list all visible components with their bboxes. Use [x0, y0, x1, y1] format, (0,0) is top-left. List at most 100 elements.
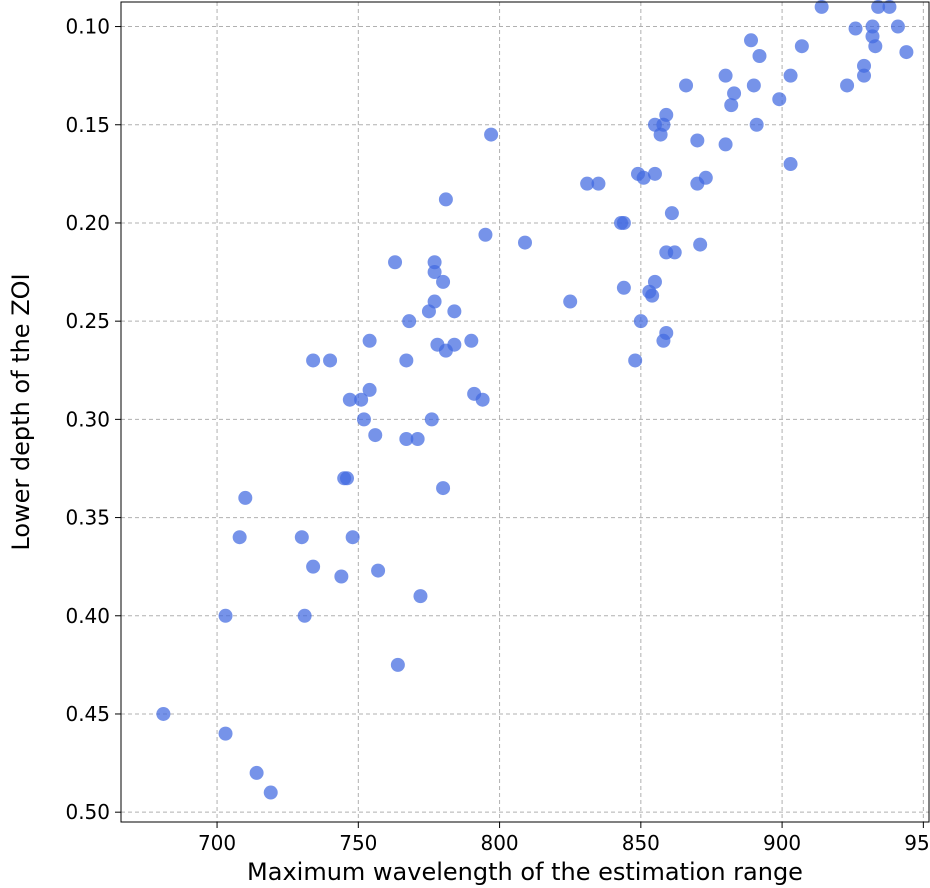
- data-point: [436, 481, 451, 496]
- y-tick-label: 0.45: [65, 702, 110, 726]
- data-point: [591, 176, 606, 191]
- data-point: [484, 127, 499, 142]
- x-tick-label: 850: [622, 831, 660, 855]
- data-point: [664, 206, 679, 221]
- data-point: [727, 86, 742, 101]
- data-point: [464, 333, 479, 348]
- data-point: [334, 569, 349, 584]
- y-tick-label: 0.30: [65, 407, 110, 431]
- data-point: [306, 559, 321, 574]
- data-point: [868, 39, 883, 54]
- data-point: [794, 39, 809, 54]
- x-tick-label: 800: [480, 831, 518, 855]
- data-point: [857, 68, 872, 83]
- data-point: [263, 785, 278, 800]
- data-point: [399, 432, 414, 447]
- data-point: [297, 608, 312, 623]
- data-point: [410, 432, 425, 447]
- data-point: [362, 382, 377, 397]
- data-point: [238, 490, 253, 505]
- x-tick-label: 700: [198, 831, 236, 855]
- data-point: [354, 392, 369, 407]
- plot-frame: [120, 1, 930, 823]
- data-point: [232, 530, 247, 545]
- data-point: [413, 589, 428, 604]
- data-point: [402, 314, 417, 329]
- y-axis: 0.10 0.15 0.20 0.25 0.30 0.35 0.40 0.45 0.50: [65, 15, 121, 824]
- data-point: [647, 274, 662, 289]
- data-point: [427, 265, 442, 280]
- data-point: [840, 78, 855, 93]
- data-point: [616, 280, 631, 295]
- data-point: [659, 107, 674, 122]
- data-point: [345, 530, 360, 545]
- data-point: [475, 392, 490, 407]
- data-point: [857, 58, 872, 73]
- data-point: [368, 428, 383, 443]
- data-point: [772, 92, 787, 107]
- data-point: [478, 227, 493, 242]
- data-point: [218, 726, 233, 741]
- data-point: [814, 0, 829, 14]
- data-point: [628, 353, 643, 368]
- data-point: [899, 45, 914, 60]
- data-point: [356, 412, 371, 427]
- y-tick-label: 0.35: [65, 506, 110, 530]
- data-point: [744, 33, 759, 48]
- data-point: [518, 235, 532, 250]
- data-point: [882, 0, 897, 14]
- data-point: [323, 353, 338, 368]
- data-point: [447, 337, 462, 352]
- x-axis: 700 750 800 850 900 950: [198, 822, 930, 855]
- data-point: [447, 304, 462, 319]
- data-point: [340, 471, 355, 486]
- data-point: [698, 170, 713, 185]
- y-tick-label: 0.50: [65, 800, 110, 824]
- data-point: [749, 117, 764, 132]
- data-point: [679, 78, 694, 93]
- data-point: [645, 288, 660, 303]
- data-point: [783, 68, 798, 83]
- data-point: [718, 68, 733, 83]
- data-point: [890, 19, 905, 34]
- data-point: [690, 133, 705, 148]
- data-point: [752, 49, 767, 64]
- data-point: [427, 255, 442, 270]
- data-point: [399, 353, 414, 368]
- data-point: [693, 237, 708, 252]
- data-point: [848, 21, 863, 36]
- x-tick-label: 750: [339, 831, 377, 855]
- y-tick-label: 0.20: [65, 211, 110, 235]
- data-point: [871, 0, 886, 14]
- data-point: [249, 765, 264, 780]
- data-point: [580, 176, 595, 191]
- y-tick-label: 0.40: [65, 604, 110, 628]
- data-points: [156, 0, 914, 800]
- data-point: [436, 274, 451, 289]
- data-point: [438, 192, 453, 207]
- grid: [121, 2, 929, 822]
- data-point: [659, 325, 674, 340]
- data-point: [865, 19, 880, 34]
- data-point: [362, 333, 377, 348]
- data-point: [306, 353, 321, 368]
- data-point: [390, 657, 405, 672]
- data-point: [724, 98, 739, 113]
- data-point: [667, 245, 682, 260]
- x-axis-title: Maximum wavelength of the estimation ran…: [247, 858, 803, 886]
- x-tick-label: 950: [904, 831, 930, 855]
- data-point: [156, 706, 171, 721]
- data-point: [718, 137, 733, 152]
- y-tick-label: 0.10: [65, 15, 110, 39]
- data-point: [636, 170, 651, 185]
- data-point: [388, 255, 403, 270]
- y-tick-label: 0.15: [65, 113, 110, 137]
- y-axis-title: Lower depth of the ZOI: [7, 273, 35, 550]
- data-point: [616, 215, 631, 230]
- data-point: [294, 530, 309, 545]
- data-point: [563, 294, 578, 309]
- data-point: [342, 392, 357, 407]
- x-tick-label: 900: [763, 831, 801, 855]
